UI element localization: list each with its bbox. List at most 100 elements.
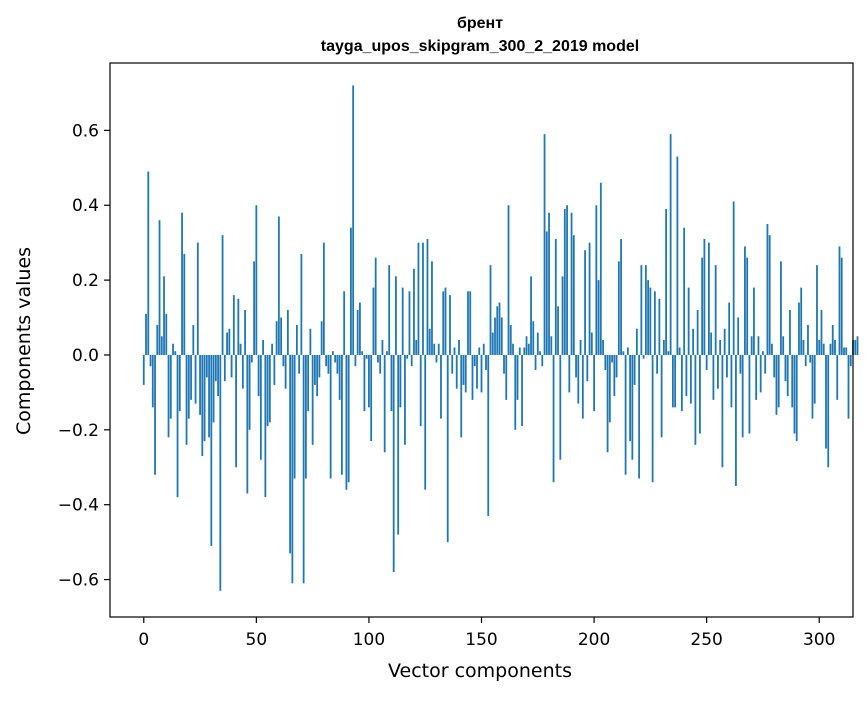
bar: [762, 351, 764, 355]
bar: [264, 354, 267, 498]
bar: [232, 295, 235, 355]
bar: [595, 205, 598, 355]
bar: [320, 321, 323, 355]
bar: [142, 354, 145, 385]
bar: [732, 201, 735, 355]
bar: [336, 354, 339, 374]
x-tick-label: 150: [465, 630, 497, 650]
bar: [221, 235, 224, 355]
bar: [755, 354, 758, 400]
bar: [210, 354, 213, 546]
bar: [271, 343, 274, 355]
bar: [617, 261, 620, 355]
bar: [575, 354, 577, 378]
bar: [354, 354, 357, 367]
bar: [415, 340, 418, 355]
bar: [735, 354, 737, 486]
bar: [836, 354, 839, 400]
bar: [442, 291, 445, 355]
bar: [856, 336, 859, 355]
bar: [737, 317, 740, 355]
bar: [561, 276, 564, 355]
bar: [169, 354, 172, 419]
bar: [642, 354, 645, 359]
bar: [284, 354, 287, 389]
bar: [521, 354, 523, 427]
bar: [185, 354, 188, 445]
bar: [669, 134, 672, 355]
bar: [478, 347, 481, 355]
bar: [694, 354, 697, 445]
bar: [726, 354, 728, 378]
bar: [363, 354, 366, 412]
bar: [183, 253, 186, 355]
bar: [541, 354, 544, 367]
bar: [203, 354, 206, 442]
bar: [428, 328, 431, 355]
bar: [593, 354, 595, 412]
chart-title: брент: [457, 15, 503, 32]
bar: [464, 354, 467, 393]
bar: [192, 325, 195, 355]
bar: [584, 250, 586, 355]
bar: [214, 354, 217, 382]
bar: [332, 351, 334, 355]
bar: [780, 261, 782, 355]
bar: [388, 265, 391, 355]
bar: [181, 212, 183, 355]
bar: [829, 343, 832, 355]
bar: [300, 253, 303, 355]
bar: [554, 238, 557, 355]
bar: [158, 220, 161, 355]
y-tick-label: 0.2: [72, 271, 99, 291]
bar: [777, 354, 780, 408]
bar: [552, 354, 555, 483]
bar: [793, 354, 796, 434]
x-tick-label: 100: [353, 630, 385, 650]
bar: [334, 354, 337, 363]
bar: [717, 354, 719, 389]
bar: [516, 354, 519, 400]
bars-group: [142, 85, 859, 591]
bar: [205, 354, 208, 378]
bar: [611, 354, 613, 363]
bar: [246, 354, 249, 494]
bar: [786, 354, 789, 397]
bar: [482, 343, 485, 355]
bar: [491, 332, 494, 355]
y-tick-label: −0.2: [58, 421, 99, 441]
bar: [744, 246, 746, 355]
bar: [656, 354, 659, 374]
bar: [536, 332, 539, 355]
bar: [714, 265, 717, 355]
bar: [156, 325, 159, 355]
bar: [771, 343, 773, 355]
bar: [471, 354, 474, 400]
bar: [597, 280, 600, 355]
bar: [635, 328, 638, 355]
bar: [410, 354, 413, 367]
bar: [739, 354, 742, 374]
bar: [282, 354, 285, 367]
y-tick-label: 0.0: [72, 346, 99, 366]
bar: [845, 347, 848, 355]
bar: [406, 354, 409, 359]
bar: [710, 332, 713, 355]
bar: [350, 227, 352, 355]
bar: [399, 354, 402, 408]
bar: [199, 354, 201, 415]
bar: [219, 354, 222, 591]
bar: [248, 354, 251, 430]
bar: [608, 354, 611, 423]
bar: [386, 351, 388, 355]
bar: [518, 347, 521, 355]
x-tick-label: 300: [803, 630, 835, 650]
bar: [277, 216, 280, 355]
bar: [404, 354, 406, 445]
bar: [494, 317, 496, 355]
bar: [444, 287, 447, 355]
bar: [804, 354, 807, 367]
bar: [413, 268, 415, 355]
bar: [374, 257, 377, 355]
